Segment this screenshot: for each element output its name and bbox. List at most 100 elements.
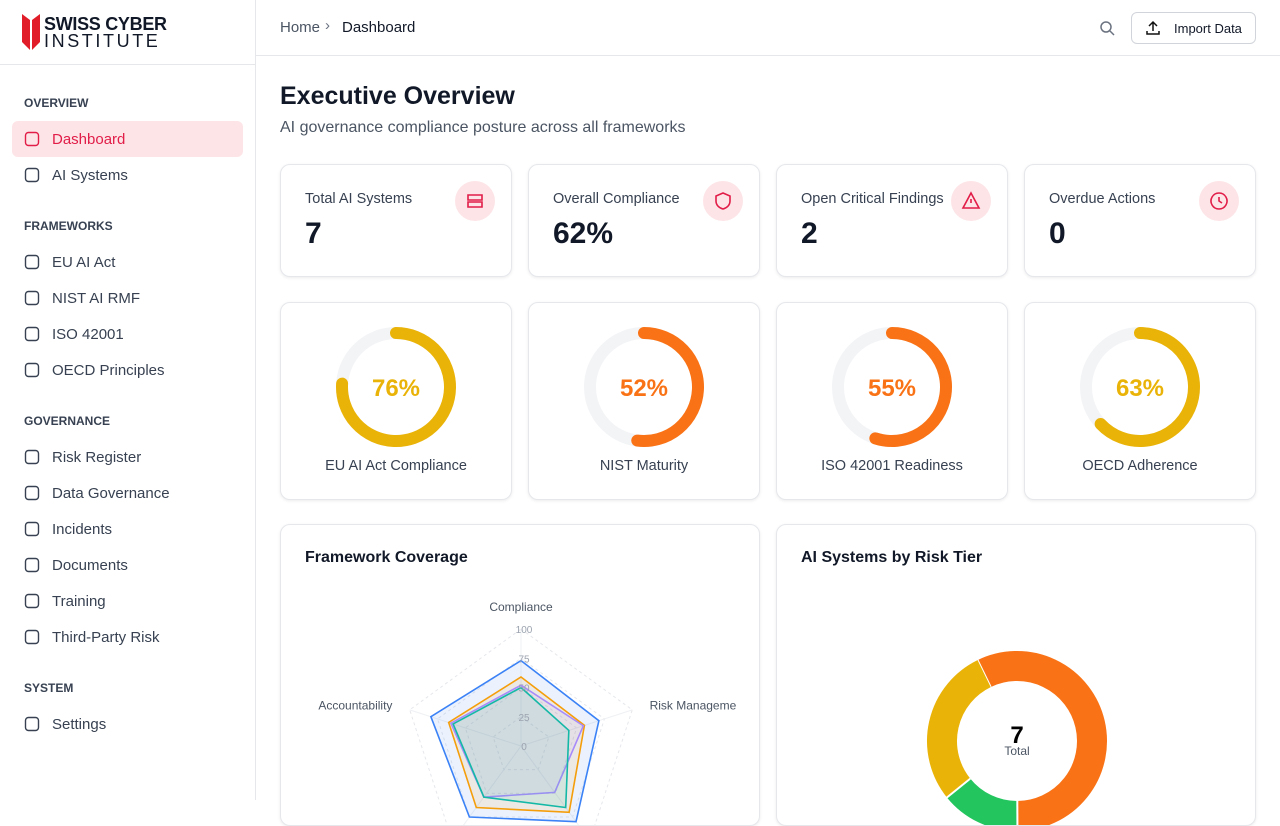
gauge: 55% ISO 42001 Readiness [777,303,1007,499]
nav-icon [24,131,40,147]
breadcrumb-separator: › [325,17,330,34]
radial-tick-label: 100 [516,625,533,636]
radial-tick-label: 0 [521,742,527,753]
axis-label: Compliance [489,600,553,614]
icon-shape [26,364,39,377]
nav-label: ISO 42001 [52,326,124,343]
nav-label: Third-Party Risk [52,629,160,646]
nav-label: Incidents [52,521,112,538]
import-button[interactable]: Import Data [1131,12,1256,44]
donut-total-label: Total [1004,744,1029,758]
nav-item[interactable]: EU AI Act [12,244,243,280]
gauge-value: 63% [1116,375,1164,402]
gauge-title: NIST Maturity [600,458,689,474]
nav-icon [24,485,40,501]
icon-shape [26,451,39,464]
icon-shape [26,328,39,341]
icon-shape [26,595,39,608]
donut-segment [959,788,1018,816]
gauge-card: 52% NIST Maturity [528,302,760,500]
nav-heading: SYSTEM [24,681,73,695]
search-icon[interactable] [1099,20,1115,36]
nav-item[interactable]: ISO 42001 [12,316,243,352]
icon-shape [26,718,39,731]
icon-shape [26,487,39,500]
stat-card: Overdue Actions 0 [1024,164,1256,277]
gauge-title: ISO 42001 Readiness [821,458,963,474]
icon-shape [26,292,39,305]
page-title: Executive Overview [280,82,515,111]
nav-heading: FRAMEWORKS [24,219,113,233]
stat-card: Open Critical Findings 2 [776,164,1008,277]
stat-label: Total AI Systems [305,191,412,207]
chart-title: Framework Coverage [305,549,468,567]
icon-shape [26,631,39,644]
nav-item[interactable]: OECD Principles [12,352,243,388]
icon-shape [26,256,39,269]
nav-item[interactable]: NIST AI RMF [12,280,243,316]
stat-label: Overdue Actions [1049,191,1155,207]
stat-icon [951,181,991,221]
nav-icon [24,521,40,537]
stat-value: 2 [801,217,818,251]
upload-icon [1145,20,1161,36]
nav-icon [24,557,40,573]
gauge-title: EU AI Act Compliance [325,458,467,474]
gauge-value: 52% [620,375,668,402]
radial-tick-label: 25 [518,713,530,724]
stat-icon [455,181,495,221]
gauge-card: 63% OECD Adherence [1024,302,1256,500]
nav-item[interactable]: AI Systems [12,157,243,193]
nav-label: Settings [52,716,106,733]
nav-item[interactable]: Third-Party Risk [12,619,243,655]
gauge: 52% NIST Maturity [529,303,759,499]
nav-item[interactable]: Settings [12,706,243,742]
nav-icon [24,254,40,270]
nav-icon [24,290,40,306]
donut-segment [942,674,984,788]
nav-item[interactable]: Risk Register [12,439,243,475]
chart-title: AI Systems by Risk Tier [801,549,982,567]
nav-label: Risk Register [52,449,141,466]
gauge-value: 76% [372,375,420,402]
nav-icon [24,326,40,342]
nav-label: Documents [52,557,128,574]
stat-label: Open Critical Findings [801,191,944,207]
divider [0,64,255,65]
nav-item[interactable]: Dashboard [12,121,243,157]
icon-shape [26,559,39,572]
gauge-card: 76% EU AI Act Compliance [280,302,512,500]
nav-item[interactable]: Documents [12,547,243,583]
page-subtitle: AI governance compliance posture across … [280,119,686,137]
nav-icon [24,167,40,183]
nav-item[interactable]: Data Governance [12,475,243,511]
gauge: 76% EU AI Act Compliance [281,303,511,499]
nav-label: AI Systems [52,167,128,184]
nav-item[interactable]: Training [12,583,243,619]
breadcrumb-item[interactable]: Home [280,19,320,36]
stat-icon [1199,181,1239,221]
nav-label: NIST AI RMF [52,290,140,307]
gauge-value: 55% [868,375,916,402]
stat-value: 62% [553,217,613,251]
stat-label: Overall Compliance [553,191,680,207]
nav-heading: GOVERNANCE [24,414,110,428]
gauge: 63% OECD Adherence [1025,303,1255,499]
gauge-title: OECD Adherence [1082,458,1197,474]
radial-tick-label: 75 [518,654,530,665]
radial-tick-label: 50 [518,684,530,695]
nav-label: Training [52,593,106,610]
icon-shape [26,133,39,146]
stat-card: Overall Compliance 62% [528,164,760,277]
nav-icon [24,716,40,732]
icon-bg [455,181,495,221]
stat-value: 0 [1049,217,1066,251]
nav-item[interactable]: Incidents [12,511,243,547]
